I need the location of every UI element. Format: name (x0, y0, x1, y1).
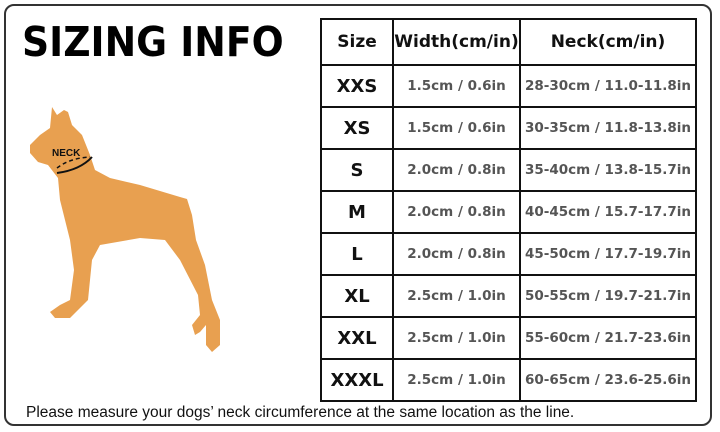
width-cell: 2.0cm / 0.8in (392, 232, 521, 276)
neck-dashed-line (56, 156, 91, 169)
table-header: Size Width(cm/in) Neck(cm/in) (320, 18, 697, 66)
size-cell: XXXL (320, 358, 394, 402)
page-title: SIZING INFO (22, 18, 284, 66)
neck-cell: 45-50cm / 17.7-19.7in (519, 232, 697, 276)
width-cell: 2.5cm / 1.0in (392, 316, 521, 360)
width-cell: 2.0cm / 0.8in (392, 190, 521, 234)
neck-cell: 35-40cm / 13.8-15.7in (519, 148, 697, 192)
size-cell: S (320, 148, 394, 192)
table-row: XXS 1.5cm / 0.6in 28-30cm / 11.0-11.8in (320, 64, 697, 108)
width-cell: 2.5cm / 1.0in (392, 358, 521, 402)
table-row: XXL 2.5cm / 1.0in 55-60cm / 21.7-23.6in (320, 316, 697, 360)
width-cell: 2.5cm / 1.0in (392, 274, 521, 318)
table-row: S 2.0cm / 0.8in 35-40cm / 13.8-15.7in (320, 148, 697, 192)
table-row: XL 2.5cm / 1.0in 50-55cm / 19.7-21.7in (320, 274, 697, 318)
width-cell: 1.5cm / 0.6in (392, 106, 521, 150)
neck-cell: 60-65cm / 23.6-25.6in (519, 358, 697, 402)
size-cell: XS (320, 106, 394, 150)
neck-cell: 30-35cm / 11.8-13.8in (519, 106, 697, 150)
table-row: L 2.0cm / 0.8in 45-50cm / 17.7-19.7in (320, 232, 697, 276)
neck-cell: 55-60cm / 21.7-23.6in (519, 316, 697, 360)
neck-line (56, 156, 93, 174)
dog-silhouette (30, 107, 220, 352)
size-cell: M (320, 190, 394, 234)
header-width: Width(cm/in) (392, 18, 521, 66)
dog-illustration: NECK (30, 107, 220, 352)
width-cell: 1.5cm / 0.6in (392, 64, 521, 108)
header-size: Size (320, 18, 394, 66)
table-row: XXXL 2.5cm / 1.0in 60-65cm / 23.6-25.6in (320, 358, 697, 402)
size-cell: L (320, 232, 394, 276)
width-cell: 2.0cm / 0.8in (392, 148, 521, 192)
size-cell: XL (320, 274, 394, 318)
header-neck: Neck(cm/in) (519, 18, 697, 66)
image-frame (4, 4, 712, 426)
size-cell: XXL (320, 316, 394, 360)
neck-label: NECK (52, 148, 81, 159)
table-row: XS 1.5cm / 0.6in 30-35cm / 11.8-13.8in (320, 106, 697, 150)
neck-cell: 40-45cm / 15.7-17.7in (519, 190, 697, 234)
size-cell: XXS (320, 64, 394, 108)
table-row: M 2.0cm / 0.8in 40-45cm / 15.7-17.7in (320, 190, 697, 234)
neck-cell: 50-55cm / 19.7-21.7in (519, 274, 697, 318)
neck-cell: 28-30cm / 11.0-11.8in (519, 64, 697, 108)
size-table: Size Width(cm/in) Neck(cm/in) XXS 1.5cm /… (320, 18, 697, 402)
measure-note: Please measure your dogs’ neck circumfer… (26, 404, 575, 421)
